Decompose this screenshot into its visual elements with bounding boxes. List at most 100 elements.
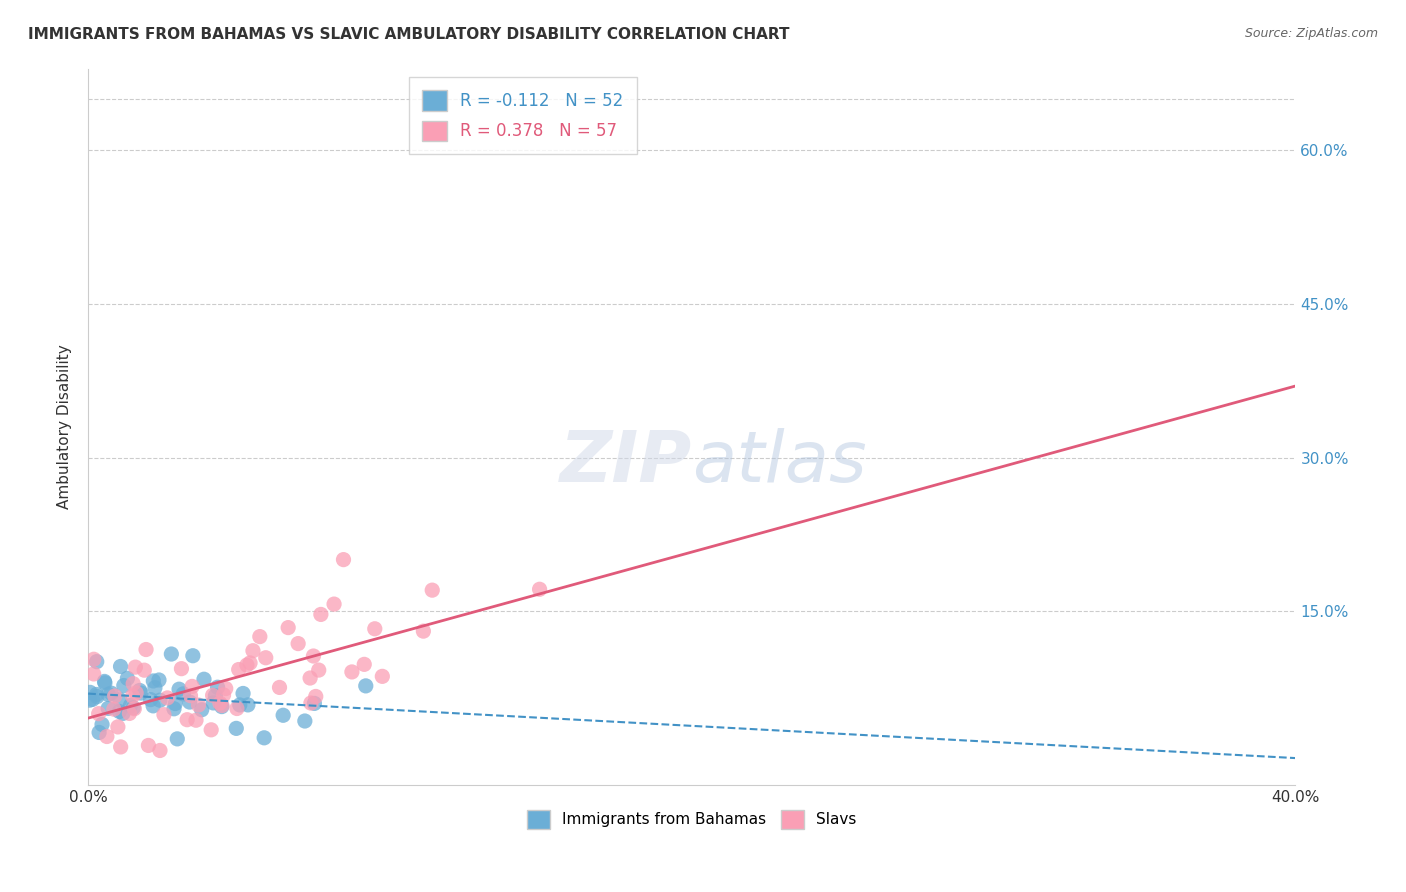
Point	[97, 701, 120, 715]
Point	[176, 713, 198, 727]
Point	[204, 689, 226, 703]
Point	[207, 680, 229, 694]
Point	[129, 686, 152, 700]
Point	[135, 642, 157, 657]
Point	[371, 669, 394, 683]
Point	[104, 689, 127, 703]
Point	[302, 648, 325, 663]
Point	[172, 687, 194, 701]
Point	[160, 647, 183, 661]
Point	[167, 682, 190, 697]
Point	[236, 698, 259, 712]
Point	[212, 688, 235, 702]
Point	[181, 680, 204, 694]
Point	[236, 658, 259, 673]
Point	[184, 713, 207, 727]
Point	[170, 662, 193, 676]
Point	[181, 648, 204, 663]
Point	[179, 695, 201, 709]
Point	[97, 687, 120, 701]
Text: atlas: atlas	[692, 428, 866, 497]
Point	[208, 696, 231, 710]
Point	[134, 663, 156, 677]
Point	[118, 706, 141, 721]
Point	[249, 630, 271, 644]
Point	[93, 674, 115, 689]
Point	[323, 597, 346, 611]
Text: Source: ZipAtlas.com: Source: ZipAtlas.com	[1244, 27, 1378, 40]
Text: IMMIGRANTS FROM BAHAMAS VS SLAVIC AMBULATORY DISABILITY CORRELATION CHART: IMMIGRANTS FROM BAHAMAS VS SLAVIC AMBULA…	[28, 27, 790, 42]
Point	[142, 698, 165, 713]
Point	[142, 673, 165, 688]
Point	[340, 665, 363, 679]
Text: ZIP: ZIP	[560, 428, 692, 497]
Point	[87, 725, 110, 739]
Point	[179, 689, 201, 703]
Point	[149, 693, 172, 707]
Point	[87, 706, 110, 721]
Point	[202, 696, 225, 710]
Point	[117, 671, 139, 685]
Point	[166, 731, 188, 746]
Point	[111, 706, 134, 721]
Point	[86, 688, 108, 702]
Point	[139, 692, 162, 706]
Point	[211, 698, 233, 713]
Point	[226, 701, 249, 715]
Point	[121, 689, 143, 703]
Point	[529, 582, 551, 597]
Point	[112, 679, 135, 693]
Point	[225, 722, 247, 736]
Point	[120, 698, 142, 713]
Point	[242, 644, 264, 658]
Point	[287, 637, 309, 651]
Point	[86, 655, 108, 669]
Point	[269, 681, 291, 695]
Point	[277, 621, 299, 635]
Point	[125, 686, 148, 700]
Point	[253, 731, 276, 745]
Point	[148, 673, 170, 687]
Point	[156, 690, 179, 705]
Point	[305, 690, 328, 704]
Point	[82, 692, 104, 706]
Point	[308, 663, 330, 677]
Point	[143, 681, 166, 695]
Point	[122, 700, 145, 714]
Legend: Immigrants from Bahamas, Slavs: Immigrants from Bahamas, Slavs	[520, 804, 863, 835]
Point	[211, 699, 233, 714]
Point	[190, 703, 212, 717]
Point	[187, 698, 209, 712]
Point	[153, 707, 176, 722]
Point	[103, 702, 125, 716]
Point	[128, 683, 150, 698]
Point	[91, 717, 114, 731]
Point	[299, 671, 322, 685]
Point	[124, 660, 146, 674]
Point	[110, 659, 132, 673]
Point	[149, 743, 172, 757]
Point	[420, 583, 443, 598]
Point	[229, 698, 252, 712]
Point	[232, 686, 254, 700]
Point	[354, 679, 377, 693]
Point	[254, 650, 277, 665]
Point	[294, 714, 316, 728]
Point	[96, 730, 118, 744]
Point	[304, 697, 326, 711]
Point	[122, 676, 145, 690]
Point	[332, 552, 354, 566]
Point	[108, 705, 131, 719]
Point	[228, 663, 250, 677]
Point	[79, 693, 101, 707]
Point	[83, 652, 105, 666]
Point	[163, 702, 186, 716]
Point	[165, 697, 187, 711]
Point	[108, 692, 131, 706]
Point	[412, 624, 434, 639]
Point	[201, 689, 224, 703]
Point	[124, 702, 146, 716]
Point	[309, 607, 332, 622]
Y-axis label: Ambulatory Disability: Ambulatory Disability	[58, 344, 72, 509]
Point	[138, 739, 160, 753]
